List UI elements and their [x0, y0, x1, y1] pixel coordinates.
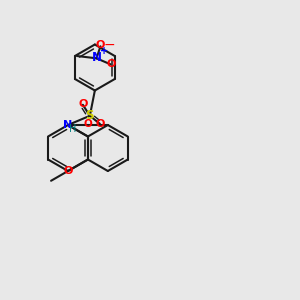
- Text: O: O: [78, 99, 88, 109]
- Text: +: +: [100, 46, 109, 56]
- Text: H: H: [69, 124, 77, 134]
- Text: N: N: [63, 120, 73, 130]
- Text: O: O: [83, 119, 92, 129]
- Text: N: N: [92, 51, 101, 64]
- Text: O: O: [95, 119, 104, 129]
- Text: S: S: [85, 109, 94, 122]
- Text: O: O: [96, 40, 105, 50]
- Text: −: −: [104, 38, 115, 52]
- Text: O: O: [107, 59, 116, 69]
- Text: O: O: [63, 166, 73, 176]
